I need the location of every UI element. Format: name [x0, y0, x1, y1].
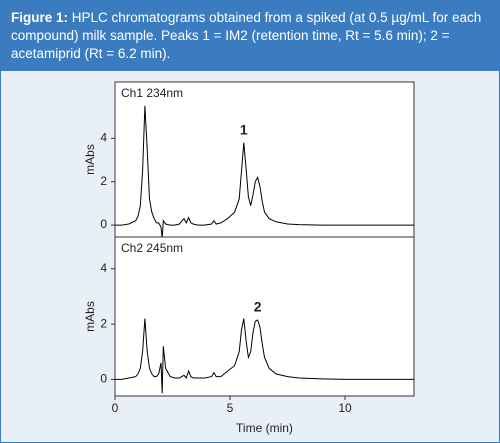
caption-label: Figure 1:	[11, 10, 69, 25]
x-axis-label: Time (min)	[236, 421, 293, 435]
y-tick-label: 4	[100, 131, 107, 145]
y-axis-label: mAbs	[83, 144, 97, 175]
peak-label: 2	[254, 299, 262, 315]
plot-frame	[114, 236, 415, 397]
y-axis-label: mAbs	[83, 301, 97, 332]
caption: Figure 1: HPLC chromatograms obtained fr…	[1, 1, 499, 71]
x-tick-label: 5	[227, 401, 234, 415]
panel-label: Ch1 234nm	[121, 86, 183, 100]
y-tick-label: 2	[100, 316, 107, 330]
caption-text: HPLC chromatograms obtained from a spike…	[11, 10, 482, 61]
y-tick-label: 4	[100, 261, 107, 275]
x-tick-label: 0	[112, 401, 119, 415]
trace	[115, 105, 414, 239]
peak-label: 1	[240, 121, 248, 137]
x-tick-label: 10	[338, 401, 352, 415]
trace	[115, 318, 414, 394]
y-tick-label: 0	[100, 372, 107, 386]
plot-frame	[114, 81, 415, 238]
panel-label: Ch2 245nm	[121, 241, 183, 255]
y-tick-label: 0	[100, 217, 107, 231]
y-tick-label: 2	[100, 174, 107, 188]
